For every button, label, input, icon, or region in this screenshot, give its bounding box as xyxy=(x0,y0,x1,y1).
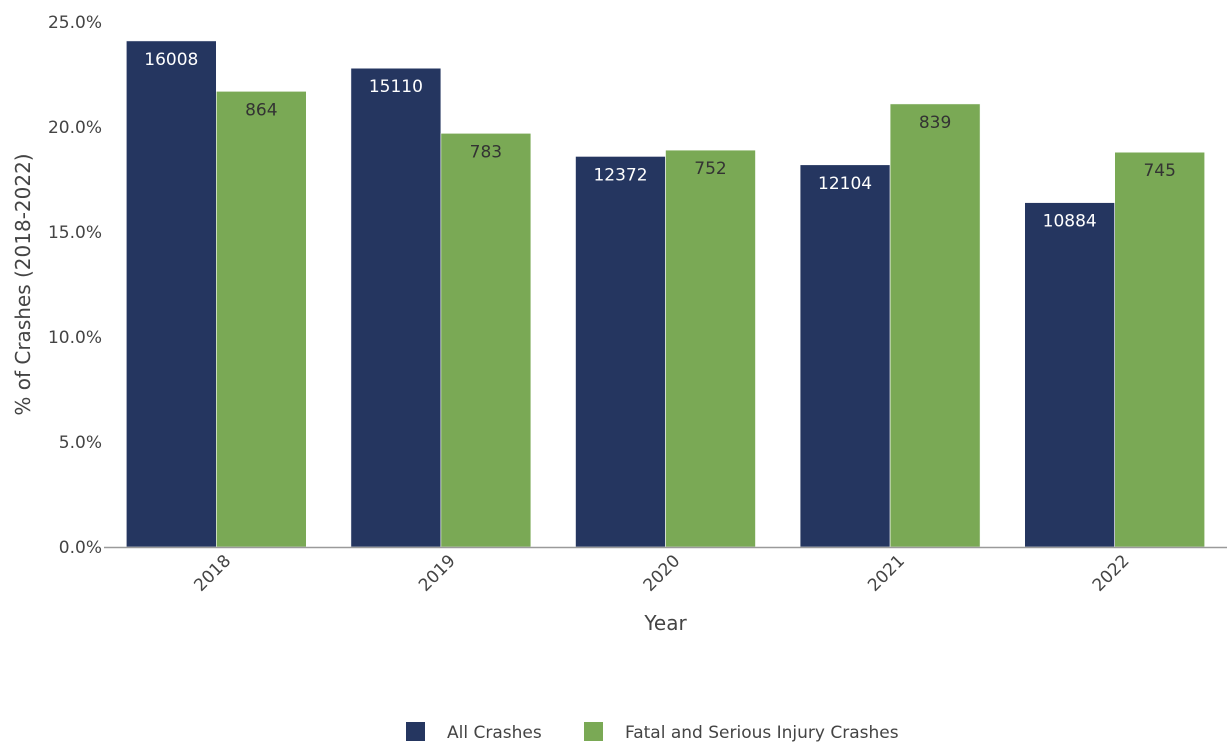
x-tick-label-2019: 2019 xyxy=(415,551,460,596)
bar-value-label-fatal-serious-2018: 864 xyxy=(245,100,277,120)
legend: All Crashes Fatal and Serious Injury Cra… xyxy=(406,722,899,743)
x-axis: 2018 2019 2020 2021 2022 xyxy=(104,546,1227,596)
legend-label-fatal-serious: Fatal and Serious Injury Crashes xyxy=(625,723,899,743)
y-tick-label-4: 20.0% xyxy=(48,118,102,138)
bar-value-label-fatal-serious-2022: 745 xyxy=(1143,161,1175,181)
bar-fatal-serious-2019 xyxy=(440,133,532,548)
bar-all-crashes-2022 xyxy=(1024,202,1115,548)
x-tick-label-2021: 2021 xyxy=(864,551,909,596)
x-tick-label-2022: 2022 xyxy=(1089,551,1134,596)
y-tick-label-0: 0.0% xyxy=(59,538,102,558)
x-axis-title: Year xyxy=(643,611,687,635)
x-tick-label-2020: 2020 xyxy=(640,551,685,596)
y-axis-title: % of Crashes (2018-2022) xyxy=(11,153,35,415)
bar-value-label-all-crashes-2020: 12372 xyxy=(593,165,647,185)
y-tick-label-2: 10.0% xyxy=(48,328,102,348)
bar-fatal-serious-2018 xyxy=(216,91,307,548)
bar-fatal-serious-2020 xyxy=(665,149,756,548)
bars-group xyxy=(126,40,1205,548)
bar-value-label-all-crashes-2022: 10884 xyxy=(1043,212,1097,232)
y-tick-label-5: 25.0% xyxy=(48,13,102,33)
bar-value-label-fatal-serious-2021: 839 xyxy=(919,113,951,133)
bar-all-crashes-2020 xyxy=(575,156,666,548)
bar-fatal-serious-2022 xyxy=(1114,151,1205,548)
bar-value-label-fatal-serious-2019: 783 xyxy=(470,142,502,162)
bar-fatal-serious-2021 xyxy=(889,103,981,548)
bar-value-label-fatal-serious-2020: 752 xyxy=(694,159,726,179)
legend-swatch-fatal-serious xyxy=(584,722,603,741)
bar-value-label-all-crashes-2018: 16008 xyxy=(144,50,198,70)
bar-labels-group: 16008 864 15110 783 12372 752 12104 839 10884 745 xyxy=(144,50,1176,232)
bar-all-crashes-2021 xyxy=(799,164,891,548)
y-tick-label-1: 5.0% xyxy=(59,433,102,453)
y-axis: 0.0% 5.0% 10.0% 15.0% 20.0% 25.0% xyxy=(48,13,102,558)
bar-all-crashes-2019 xyxy=(350,67,442,548)
bar-value-label-all-crashes-2021: 12104 xyxy=(818,174,872,194)
legend-swatch-all-crashes xyxy=(406,722,425,741)
y-tick-label-3: 15.0% xyxy=(48,223,102,243)
bar-all-crashes-2018 xyxy=(126,40,217,548)
x-tick-label-2018: 2018 xyxy=(190,551,235,596)
legend-label-all-crashes: All Crashes xyxy=(447,723,542,743)
bar-value-label-all-crashes-2019: 15110 xyxy=(369,77,423,97)
